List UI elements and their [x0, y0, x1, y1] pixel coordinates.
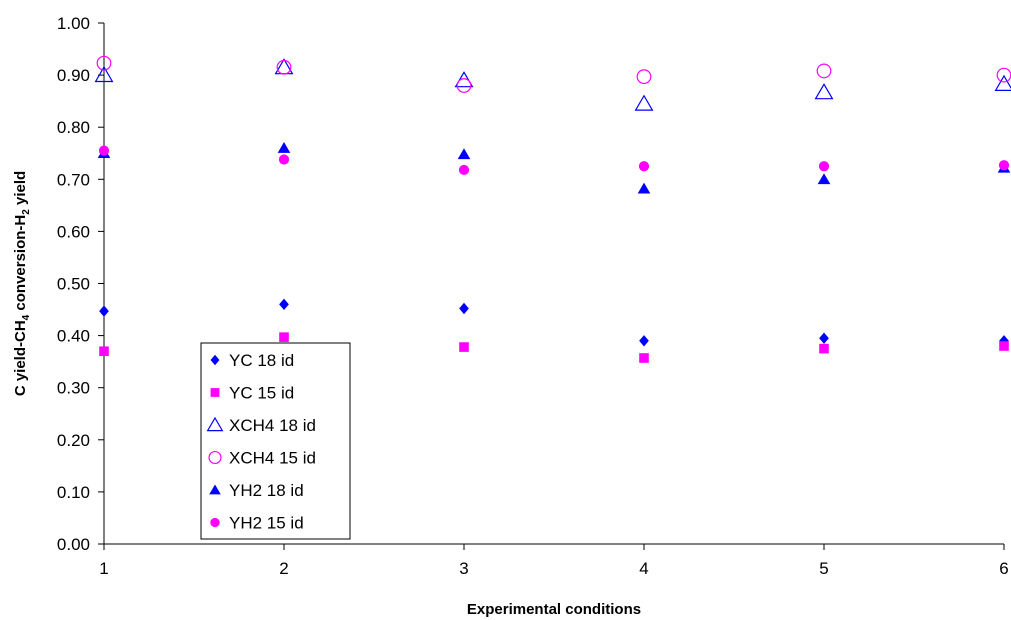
data-point	[639, 335, 649, 347]
y-tick-label: 0.00	[57, 535, 90, 554]
data-point	[638, 161, 650, 172]
legend-item: YC 18 id	[210, 351, 294, 370]
x-axis-title: Experimental conditions	[467, 601, 641, 618]
legend-item: YH2 18 id	[209, 481, 304, 500]
legend-marker	[210, 517, 220, 528]
y-axis-title-part-b: conversion-H	[12, 215, 29, 315]
data-point	[818, 161, 830, 172]
legend-label: YC 18 id	[229, 351, 294, 370]
legend-label: YC 15 id	[229, 384, 294, 403]
x-tick-label: 3	[459, 559, 468, 578]
series-group	[99, 332, 1009, 363]
y-axis-ticks: 0.00 0.10 0.20 0.30 0.40 0.50 0.60 0.70 0.80 0.90…	[57, 14, 104, 554]
data-point	[819, 343, 829, 354]
data-point	[279, 298, 289, 311]
data-point	[96, 55, 112, 71]
data-point	[459, 342, 469, 352]
data-point	[816, 63, 832, 79]
data-point	[277, 142, 291, 153]
y-tick-label: 0.30	[57, 379, 90, 398]
data-point	[636, 69, 652, 85]
data-point	[459, 302, 469, 315]
data-point	[457, 148, 471, 160]
y-tick-label: 1.00	[57, 14, 90, 33]
series-group	[94, 58, 1011, 111]
y-tick-label: 0.70	[57, 170, 90, 189]
data-point	[98, 145, 110, 156]
legend-marker	[209, 484, 221, 495]
series-group	[98, 145, 1010, 176]
plot-area: 0.00 0.10 0.20 0.30 0.40 0.50 0.60 0.70 0.80 0.90…	[57, 14, 1011, 578]
y-axis-title: C yield-CH4 conversion-H2 yield	[12, 171, 32, 396]
data-point	[278, 154, 290, 165]
data-point	[456, 78, 472, 93]
data-point	[817, 173, 831, 185]
legend-marker	[210, 388, 220, 397]
series-group	[99, 298, 1009, 347]
data-point	[639, 353, 649, 363]
data-point	[458, 164, 470, 176]
x-tick-label: 6	[999, 559, 1008, 578]
y-tick-label: 0.80	[57, 118, 90, 137]
legend-marker	[208, 450, 222, 465]
y-axis-title-sub-2: 2	[21, 209, 32, 215]
data-point	[454, 71, 474, 88]
legend-label: XCH4 15 id	[229, 449, 316, 468]
y-tick-label: 0.60	[57, 222, 90, 241]
y-tick-label: 0.40	[57, 327, 90, 346]
data-point	[634, 94, 654, 111]
data-point	[994, 74, 1011, 91]
y-axis-title-part-a: C yield-CH	[12, 320, 29, 396]
data-point	[99, 346, 109, 357]
data-point	[819, 332, 829, 344]
y-axis-title-sub-4: 4	[21, 314, 32, 320]
data-point	[276, 59, 292, 75]
y-tick-label: 0.20	[57, 431, 90, 450]
legend-item: YC 15 id	[210, 384, 294, 403]
y-axis-title-part-c: yield	[12, 171, 29, 209]
legend-item: XCH4 15 id	[208, 449, 316, 468]
legend-label: YH2 18 id	[229, 481, 304, 500]
x-tick-label: 4	[639, 559, 648, 578]
data-point	[279, 332, 289, 342]
legend-box	[200, 342, 351, 540]
y-tick-label: 0.10	[57, 483, 90, 502]
data-point	[99, 305, 109, 317]
legend-marker	[206, 416, 224, 432]
data-point	[814, 83, 834, 100]
y-tick-label: 0.90	[57, 66, 90, 85]
series-group	[96, 55, 1011, 93]
data-point	[94, 65, 114, 83]
x-axis-ticks: 1 2 3 4 5 6	[99, 544, 1009, 578]
y-tick-label: 0.50	[57, 275, 90, 294]
series-markers	[94, 55, 1011, 363]
x-tick-label: 5	[819, 559, 828, 578]
legend-label: XCH4 18 id	[229, 416, 316, 435]
legend-label: YH2 15 id	[229, 514, 304, 533]
x-tick-label: 1	[99, 559, 108, 578]
data-point	[637, 182, 651, 194]
legend: YC 18 id YC 15 id XCH4 18 id XCH4 15 id YH2 …	[200, 342, 351, 540]
legend-item: YH2 15 id	[210, 514, 304, 533]
data-point	[999, 341, 1009, 351]
series-group	[97, 142, 1011, 194]
x-tick-label: 2	[279, 559, 288, 578]
data-point	[998, 160, 1010, 171]
legend-item: XCH4 18 id	[206, 416, 316, 435]
legend-marker	[210, 354, 220, 366]
